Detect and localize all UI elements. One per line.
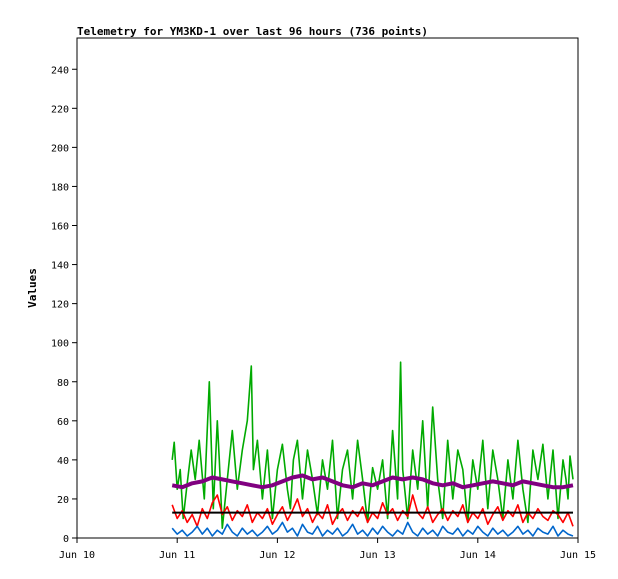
y-tick-label: 160: [51, 222, 69, 233]
y-tick-label: 120: [51, 300, 69, 311]
x-tick-label: Jun 11: [159, 550, 195, 561]
y-axis-label: Values: [26, 268, 39, 308]
x-tick-label: Jun 13: [360, 550, 396, 561]
x-tick-label: Jun 15: [560, 550, 596, 561]
y-tick-label: 240: [51, 65, 69, 76]
y-tick-label: 180: [51, 182, 69, 193]
series-line-1: [171, 361, 574, 530]
y-tick-label: 20: [57, 495, 69, 506]
plot-frame: [76, 37, 579, 539]
series-line-4: [171, 473, 574, 490]
y-tick-label: 200: [51, 143, 69, 154]
x-tick-label: Jun 14: [460, 550, 496, 561]
x-axis: Jun 10 Jun 11 Jun 12 Jun 13 Jun 14 Jun 15: [59, 538, 596, 561]
y-tick-label: 140: [51, 261, 69, 272]
y-tick-label: 40: [57, 456, 69, 467]
chart-title: Telemetry for YM3KD-1 over last 96 hours…: [77, 25, 428, 38]
y-tick-label: 0: [63, 534, 69, 545]
series-layer: [171, 361, 574, 537]
x-tick-label: Jun 10: [59, 550, 95, 561]
y-axis: 0 20 40 60 80 100 120 140 160 180 200 220 240: [51, 65, 77, 545]
y-tick-label: 60: [57, 417, 69, 428]
y-tick-label: 100: [51, 339, 69, 350]
x-tick-label: Jun 12: [259, 550, 295, 561]
y-tick-label: 80: [57, 378, 69, 389]
series-line-3: [171, 521, 574, 537]
y-tick-label: 220: [51, 104, 69, 115]
